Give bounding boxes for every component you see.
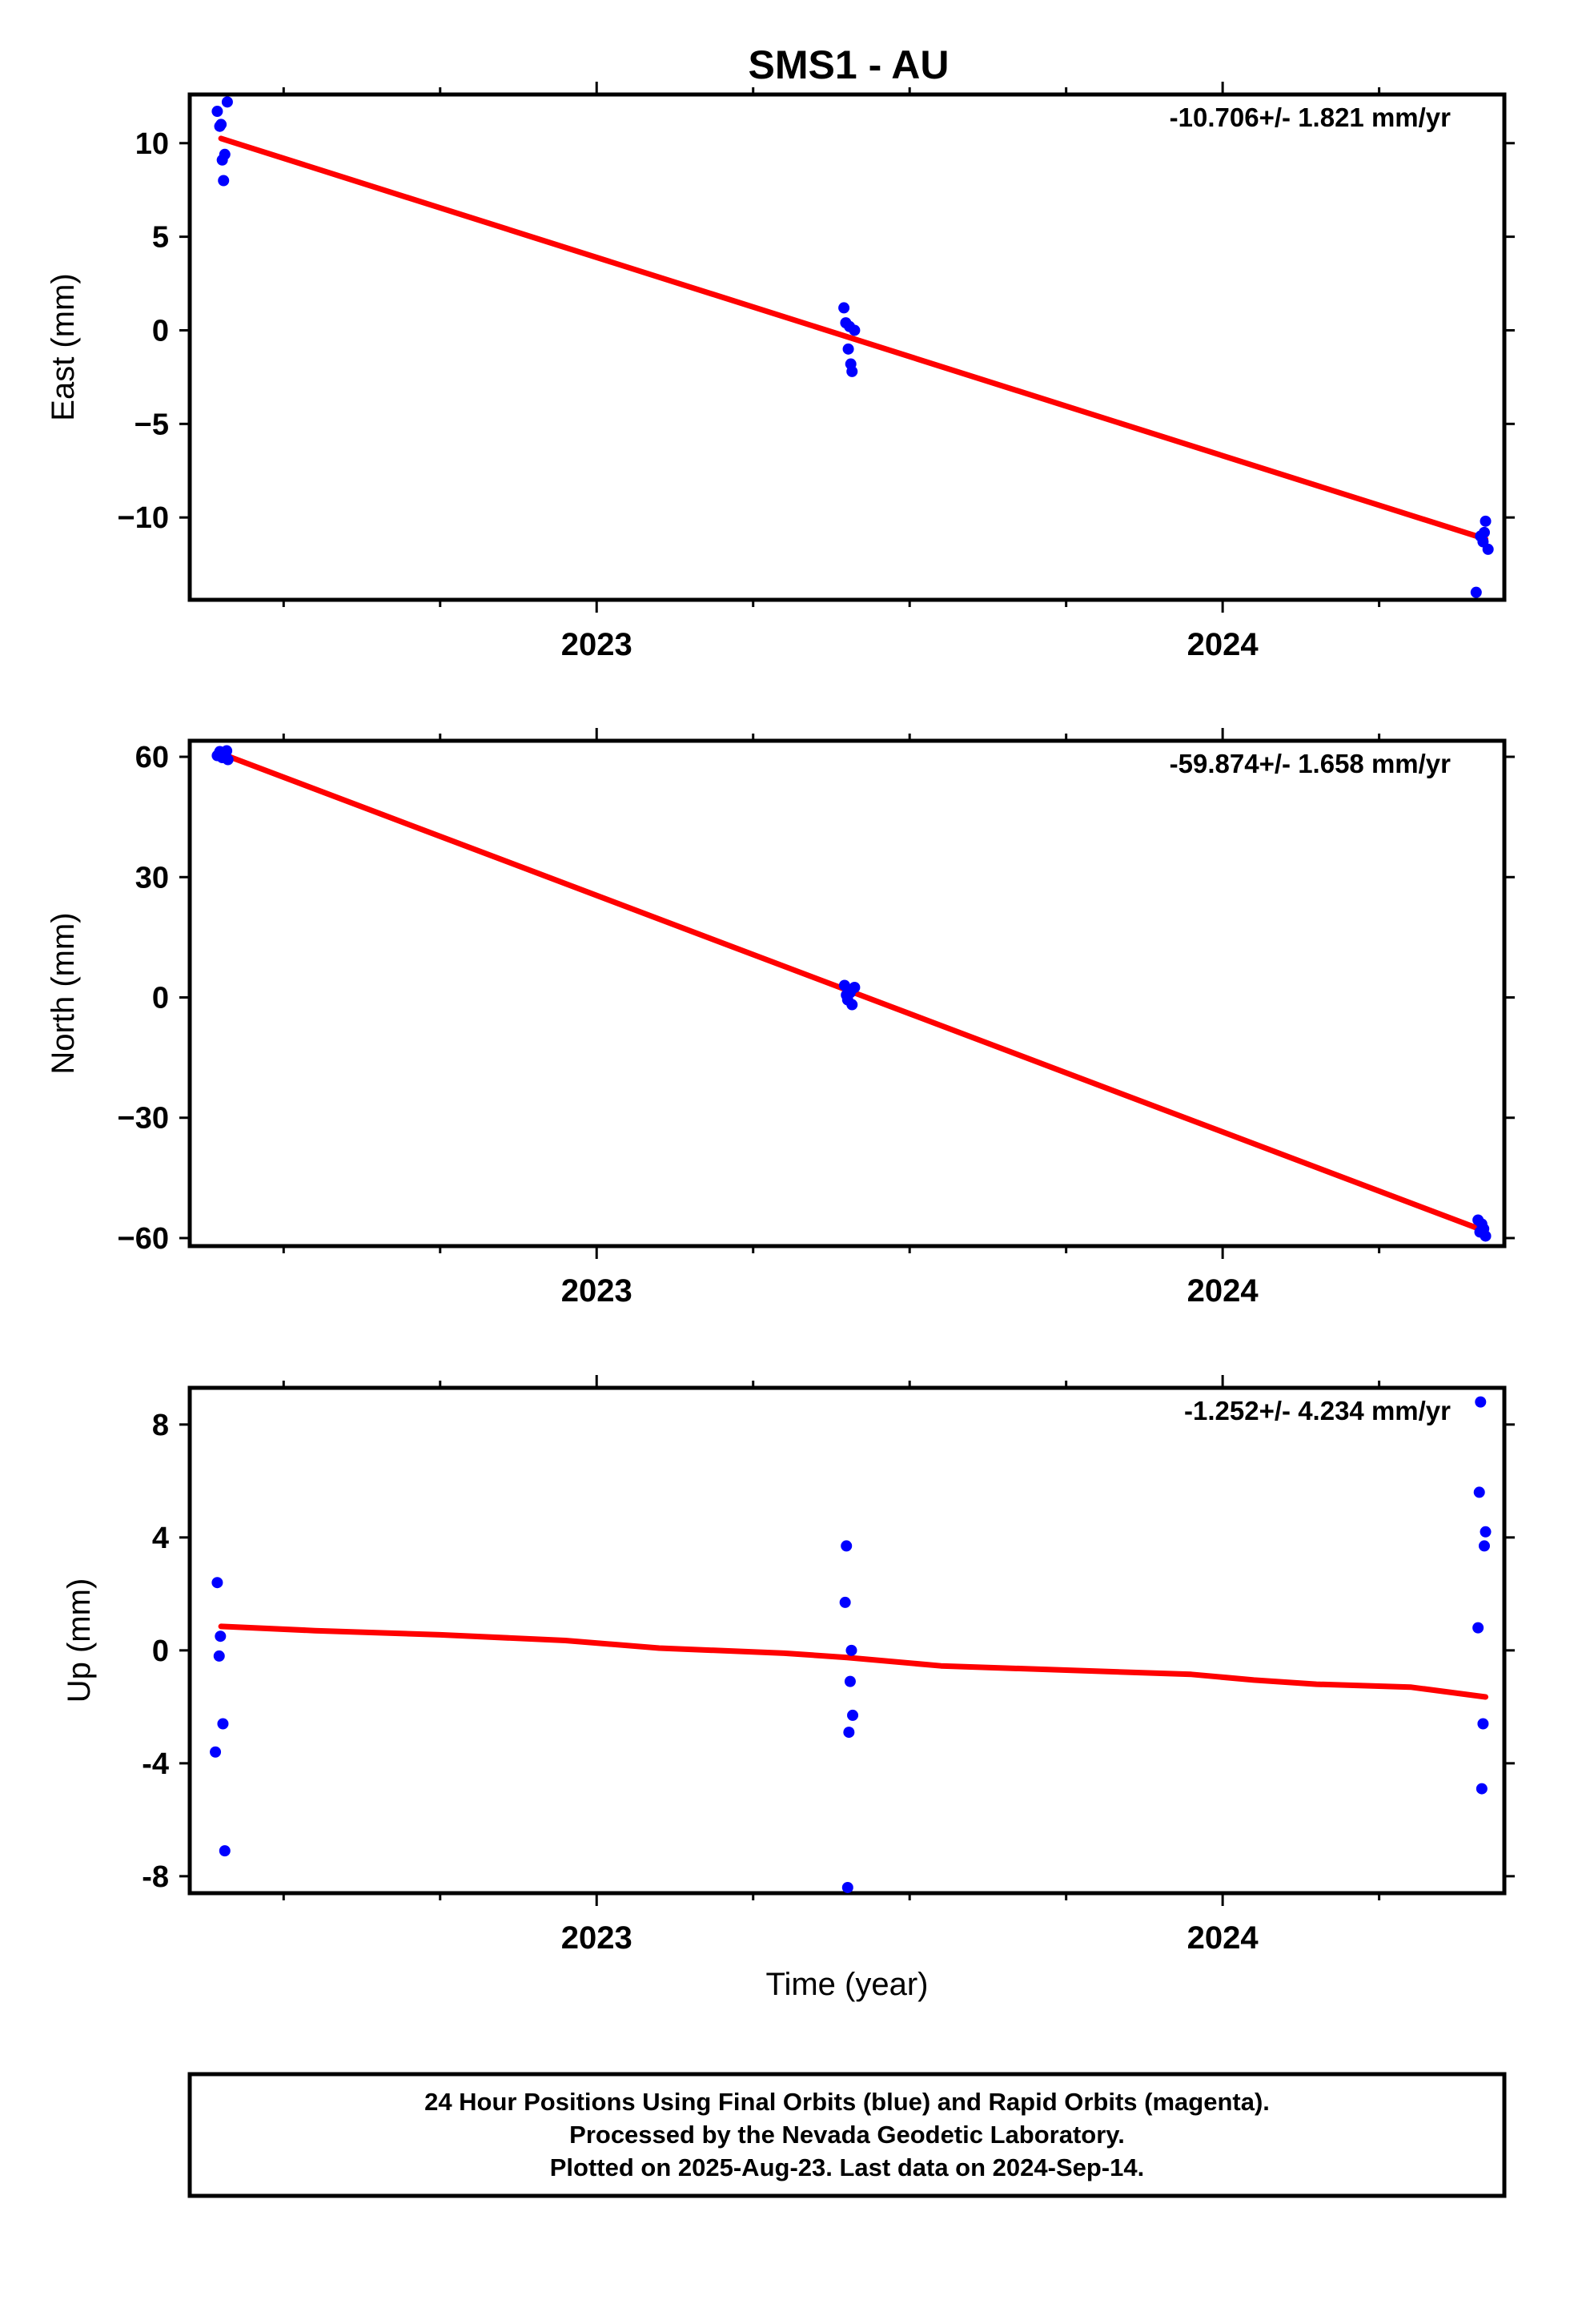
up-data-point: [1476, 1783, 1488, 1795]
footer-line-2: Processed by the Nevada Geodetic Laborat…: [569, 2121, 1125, 2149]
up-fit-line: [218, 1623, 1488, 1700]
east-data-point: [838, 302, 850, 314]
north-data-point: [221, 745, 233, 757]
north-ytick-label: −30: [118, 1102, 169, 1136]
east-ytick-label: 10: [135, 127, 169, 161]
east-data-point: [849, 324, 861, 336]
north-ytick-label: 30: [135, 861, 169, 895]
east-panel: 10 5 0 −5 −10 2023 2024 East (mm) -10.706+/- 1.8…: [46, 82, 1515, 662]
east-data-point: [842, 343, 854, 355]
up-panel: 8 4 0 -4 -8 2023 2024 Up (mm) Time (year) -1.252+…: [62, 1375, 1515, 2002]
up-y-axis-label: Up (mm): [62, 1578, 97, 1703]
north-panel: 60 30 0 −30 −60 2023 2024 North (mm) -59.874+/- …: [46, 728, 1515, 1309]
footer-line-1: 24 Hour Positions Using Final Orbits (bl…: [424, 2088, 1270, 2116]
up-ytick-label: -8: [142, 1860, 169, 1894]
up-data-point: [841, 1540, 853, 1552]
up-ytick-label: -4: [142, 1747, 169, 1781]
east-ytick-label: −5: [135, 408, 169, 441]
up-data-point: [1480, 1526, 1492, 1538]
north-data-point: [222, 754, 234, 766]
footer-box: 24 Hour Positions Using Final Orbits (bl…: [187, 2072, 1507, 2198]
up-data-point: [844, 1675, 856, 1687]
north-ytick-label: −60: [118, 1222, 169, 1256]
up-data-point: [839, 1596, 851, 1608]
up-plot-frame: [187, 1385, 1507, 1896]
up-ytick-label: 4: [152, 1522, 169, 1555]
up-x-axis-label: Time (year): [766, 1967, 929, 2002]
up-xtick-label: 2024: [1187, 1920, 1259, 1956]
east-data-point: [219, 148, 231, 160]
east-xtick-label: 2023: [561, 627, 632, 662]
east-data-point: [1470, 586, 1482, 598]
north-data-point: [849, 981, 861, 993]
up-data-point: [1472, 1622, 1484, 1634]
north-xtick-label: 2024: [1187, 1273, 1259, 1309]
up-data-point: [1478, 1540, 1490, 1552]
north-ytick-label: 0: [152, 982, 169, 1015]
east-data-point: [1482, 543, 1494, 555]
east-data-point: [211, 106, 223, 118]
east-data-point: [1480, 515, 1492, 527]
footer-line-3: Plotted on 2025-Aug-23. Last data on 202…: [550, 2153, 1144, 2181]
east-data-point: [221, 96, 233, 108]
up-data-point: [219, 1845, 231, 1857]
up-data-point: [211, 1577, 223, 1589]
north-rate-label: -59.874+/- 1.658 mm/yr: [1170, 749, 1451, 778]
north-xtick-label: 2023: [561, 1273, 632, 1309]
up-data-point: [845, 1644, 857, 1656]
up-data-point: [1475, 1396, 1487, 1408]
east-y-axis-label: East (mm): [46, 273, 81, 420]
north-data-point: [846, 999, 858, 1011]
up-data-point: [1473, 1486, 1485, 1498]
east-fit-line: [218, 135, 1488, 542]
up-data-point: [213, 1650, 225, 1662]
east-ytick-label: 0: [152, 314, 169, 348]
up-data-point: [215, 1630, 227, 1642]
east-data-point: [846, 365, 858, 377]
up-ytick-label: 8: [152, 1409, 169, 1442]
up-data-point: [217, 1718, 229, 1730]
north-data-point: [1480, 1230, 1492, 1242]
north-y-axis-label: North (mm): [46, 912, 81, 1074]
up-ytick-label: 0: [152, 1634, 169, 1668]
up-rate-label: -1.252+/- 4.234 mm/yr: [1184, 1396, 1451, 1425]
east-rate-label: -10.706+/- 1.821 mm/yr: [1170, 103, 1451, 132]
up-xtick-label: 2023: [561, 1920, 632, 1956]
east-data-point: [218, 175, 230, 187]
east-xtick-label: 2024: [1187, 627, 1259, 662]
up-data-point: [1477, 1718, 1489, 1730]
north-ytick-label: 60: [135, 741, 169, 774]
up-data-point: [847, 1709, 859, 1721]
east-ytick-label: −10: [118, 501, 169, 535]
up-data-point: [841, 1881, 853, 1893]
east-data-point: [1478, 526, 1490, 538]
east-ytick-label: 5: [152, 221, 169, 255]
chart-title: SMS1 - AU: [749, 42, 950, 87]
up-data-point: [210, 1746, 222, 1758]
east-data-point: [215, 119, 227, 131]
up-data-point: [843, 1727, 855, 1739]
